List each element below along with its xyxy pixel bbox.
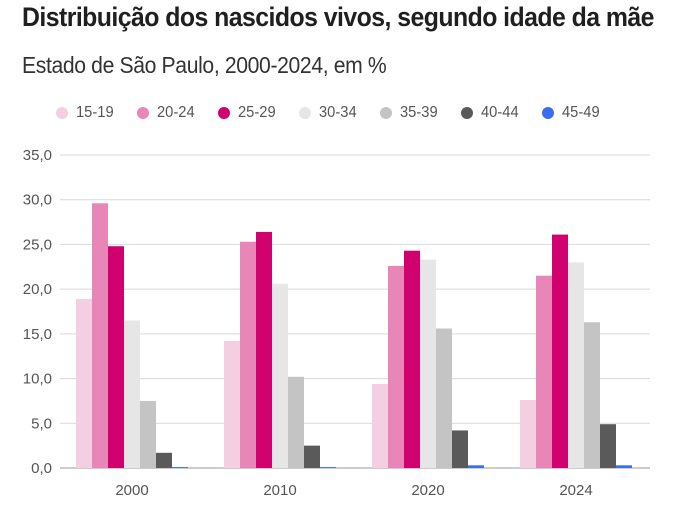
- bar-2000-30-34: [124, 320, 140, 468]
- bar-2020-15-19: [372, 383, 388, 468]
- bar-2020-40-44: [452, 430, 468, 468]
- bar-2000-15-19: [76, 298, 92, 468]
- legend-swatch: [541, 107, 554, 119]
- bar-2024-20-24: [536, 275, 552, 468]
- legend-label: 20-24: [156, 104, 195, 121]
- bar-2000-35-39: [140, 400, 156, 468]
- bar-2010-15-19: [224, 341, 240, 468]
- legend-swatch: [379, 107, 392, 119]
- bar-2000-20-24: [92, 203, 108, 468]
- bar-2020-45-49: [468, 465, 484, 468]
- legend-item-15-19: 15-19: [56, 104, 117, 122]
- bar-2024-40-44: [600, 424, 616, 468]
- legend-swatch: [217, 107, 230, 119]
- bar-2024-25-29: [552, 234, 568, 468]
- legend-swatch: [56, 107, 68, 119]
- legend-label: 45-49: [561, 104, 600, 121]
- bar-2000-25-29: [108, 246, 124, 468]
- bar-2010-40-44: [304, 445, 320, 468]
- legend-item-40-44: 40-44: [460, 104, 522, 122]
- chart-title: Distribuição dos nascidos vivos, segundo…: [22, 2, 655, 32]
- bar-2010-30-34: [272, 283, 288, 468]
- y-tick-label: 10,0: [23, 371, 52, 388]
- bar-2020-20-24: [388, 265, 404, 468]
- bar-2020-30-34: [420, 259, 436, 468]
- chart-legend: 15-19 20-24 25-29 30-34 35-39 40-44 45-49: [56, 104, 622, 122]
- y-tick-label: 15,0: [23, 326, 52, 343]
- bar-2010-45-49: [320, 467, 336, 468]
- y-tick-label: 25,0: [23, 236, 52, 253]
- bar-2024-45-49: [616, 465, 632, 468]
- x-tick-label: 2024: [559, 482, 592, 499]
- x-tick-label: 2010: [263, 482, 296, 499]
- bar-2010-20-24: [240, 241, 256, 468]
- legend-item-20-24: 20-24: [136, 104, 198, 122]
- legend-item-25-29: 25-29: [217, 104, 279, 122]
- y-tick-label: 30,0: [23, 192, 52, 209]
- x-tick-label: 2000: [115, 482, 148, 499]
- bar-2024-30-34: [568, 262, 584, 468]
- bar-2010-35-39: [288, 376, 304, 468]
- bar-2020-35-39: [436, 328, 452, 468]
- y-tick-label: 20,0: [23, 281, 52, 298]
- legend-item-30-34: 30-34: [298, 104, 360, 122]
- bar-2000-40-44: [156, 452, 172, 468]
- bar-2000-45-49: [172, 467, 188, 468]
- legend-item-35-39: 35-39: [379, 104, 441, 122]
- y-tick-label: 35,0: [23, 147, 52, 164]
- bar-2024-35-39: [584, 322, 600, 468]
- legend-label: 25-29: [237, 104, 276, 121]
- chart-subtitle: Estado de São Paulo, 2000-2024, em %: [22, 52, 387, 78]
- legend-label: 15-19: [76, 104, 114, 121]
- bar-2020-25-29: [404, 250, 420, 468]
- legend-label: 35-39: [399, 104, 438, 121]
- x-tick-label: 2020: [411, 482, 444, 499]
- y-tick-label: 5,0: [31, 415, 52, 432]
- legend-swatch: [460, 107, 473, 119]
- legend-label: 30-34: [318, 104, 357, 121]
- bar-2010-25-29: [256, 231, 272, 468]
- legend-swatch: [298, 107, 311, 119]
- legend-swatch: [136, 107, 149, 119]
- y-tick-label: 0,0: [31, 460, 52, 477]
- bar-2024-15-19: [520, 400, 536, 468]
- legend-item-45-49: 45-49: [541, 104, 603, 122]
- legend-label: 40-44: [480, 104, 519, 121]
